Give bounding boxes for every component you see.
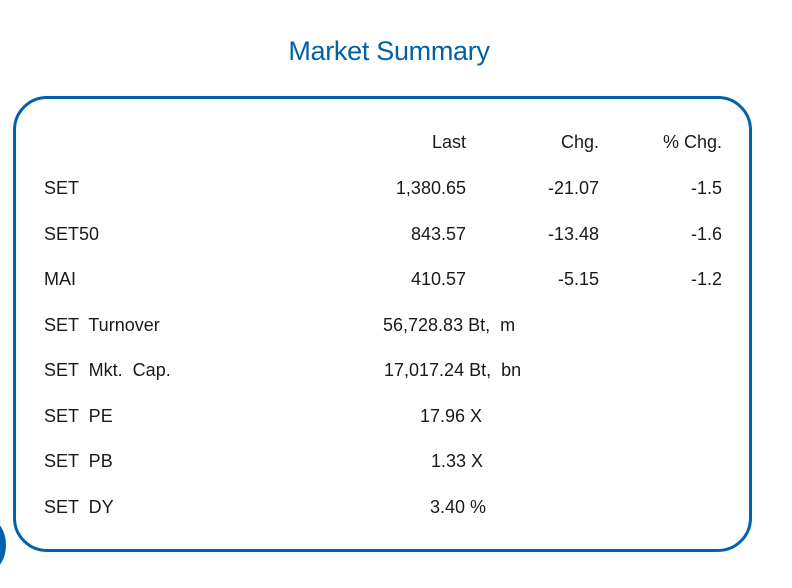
stat-pb-label: SET PB xyxy=(44,451,113,471)
row-set-name: SET xyxy=(44,178,80,198)
row-mai-name: MAI xyxy=(44,269,77,289)
stat-mkt-cap-value: 17,017.24 Bt, bn xyxy=(384,360,522,380)
row-set50-name: SET50 xyxy=(44,224,100,244)
stat-pb-value: 1.33 X xyxy=(431,451,484,471)
stat-pe-label: SET PE xyxy=(44,406,113,426)
row-set-last: 1,380.65 xyxy=(395,178,466,198)
header-last: Last xyxy=(431,132,466,152)
header-chg: Chg. xyxy=(560,132,599,152)
page-title: Market Summary xyxy=(288,36,490,66)
stat-turnover-value: 56,728.83 Bt, m xyxy=(383,315,516,335)
stat-turnover-label: SET Turnover xyxy=(44,315,160,335)
stat-mkt-cap-label: SET Mkt. Cap. xyxy=(44,360,171,380)
row-mai-chg: -5.15 xyxy=(557,269,599,289)
row-set50-pct-chg: -1.6 xyxy=(690,224,722,244)
row-set50-chg: -13.48 xyxy=(547,224,599,244)
stat-dy-value: 3.40 % xyxy=(430,497,487,517)
decorative-shape xyxy=(0,520,6,570)
header-pct-chg: % Chg. xyxy=(662,132,722,152)
row-set-chg: -21.07 xyxy=(547,178,599,198)
row-mai-pct-chg: -1.2 xyxy=(690,269,722,289)
summary-panel xyxy=(13,96,752,552)
stat-dy-label: SET DY xyxy=(44,497,114,517)
row-mai-last: 410.57 xyxy=(410,269,466,289)
row-set-pct-chg: -1.5 xyxy=(690,178,722,198)
row-set50-last: 843.57 xyxy=(410,224,466,244)
stat-pe-value: 17.96 X xyxy=(420,406,483,426)
